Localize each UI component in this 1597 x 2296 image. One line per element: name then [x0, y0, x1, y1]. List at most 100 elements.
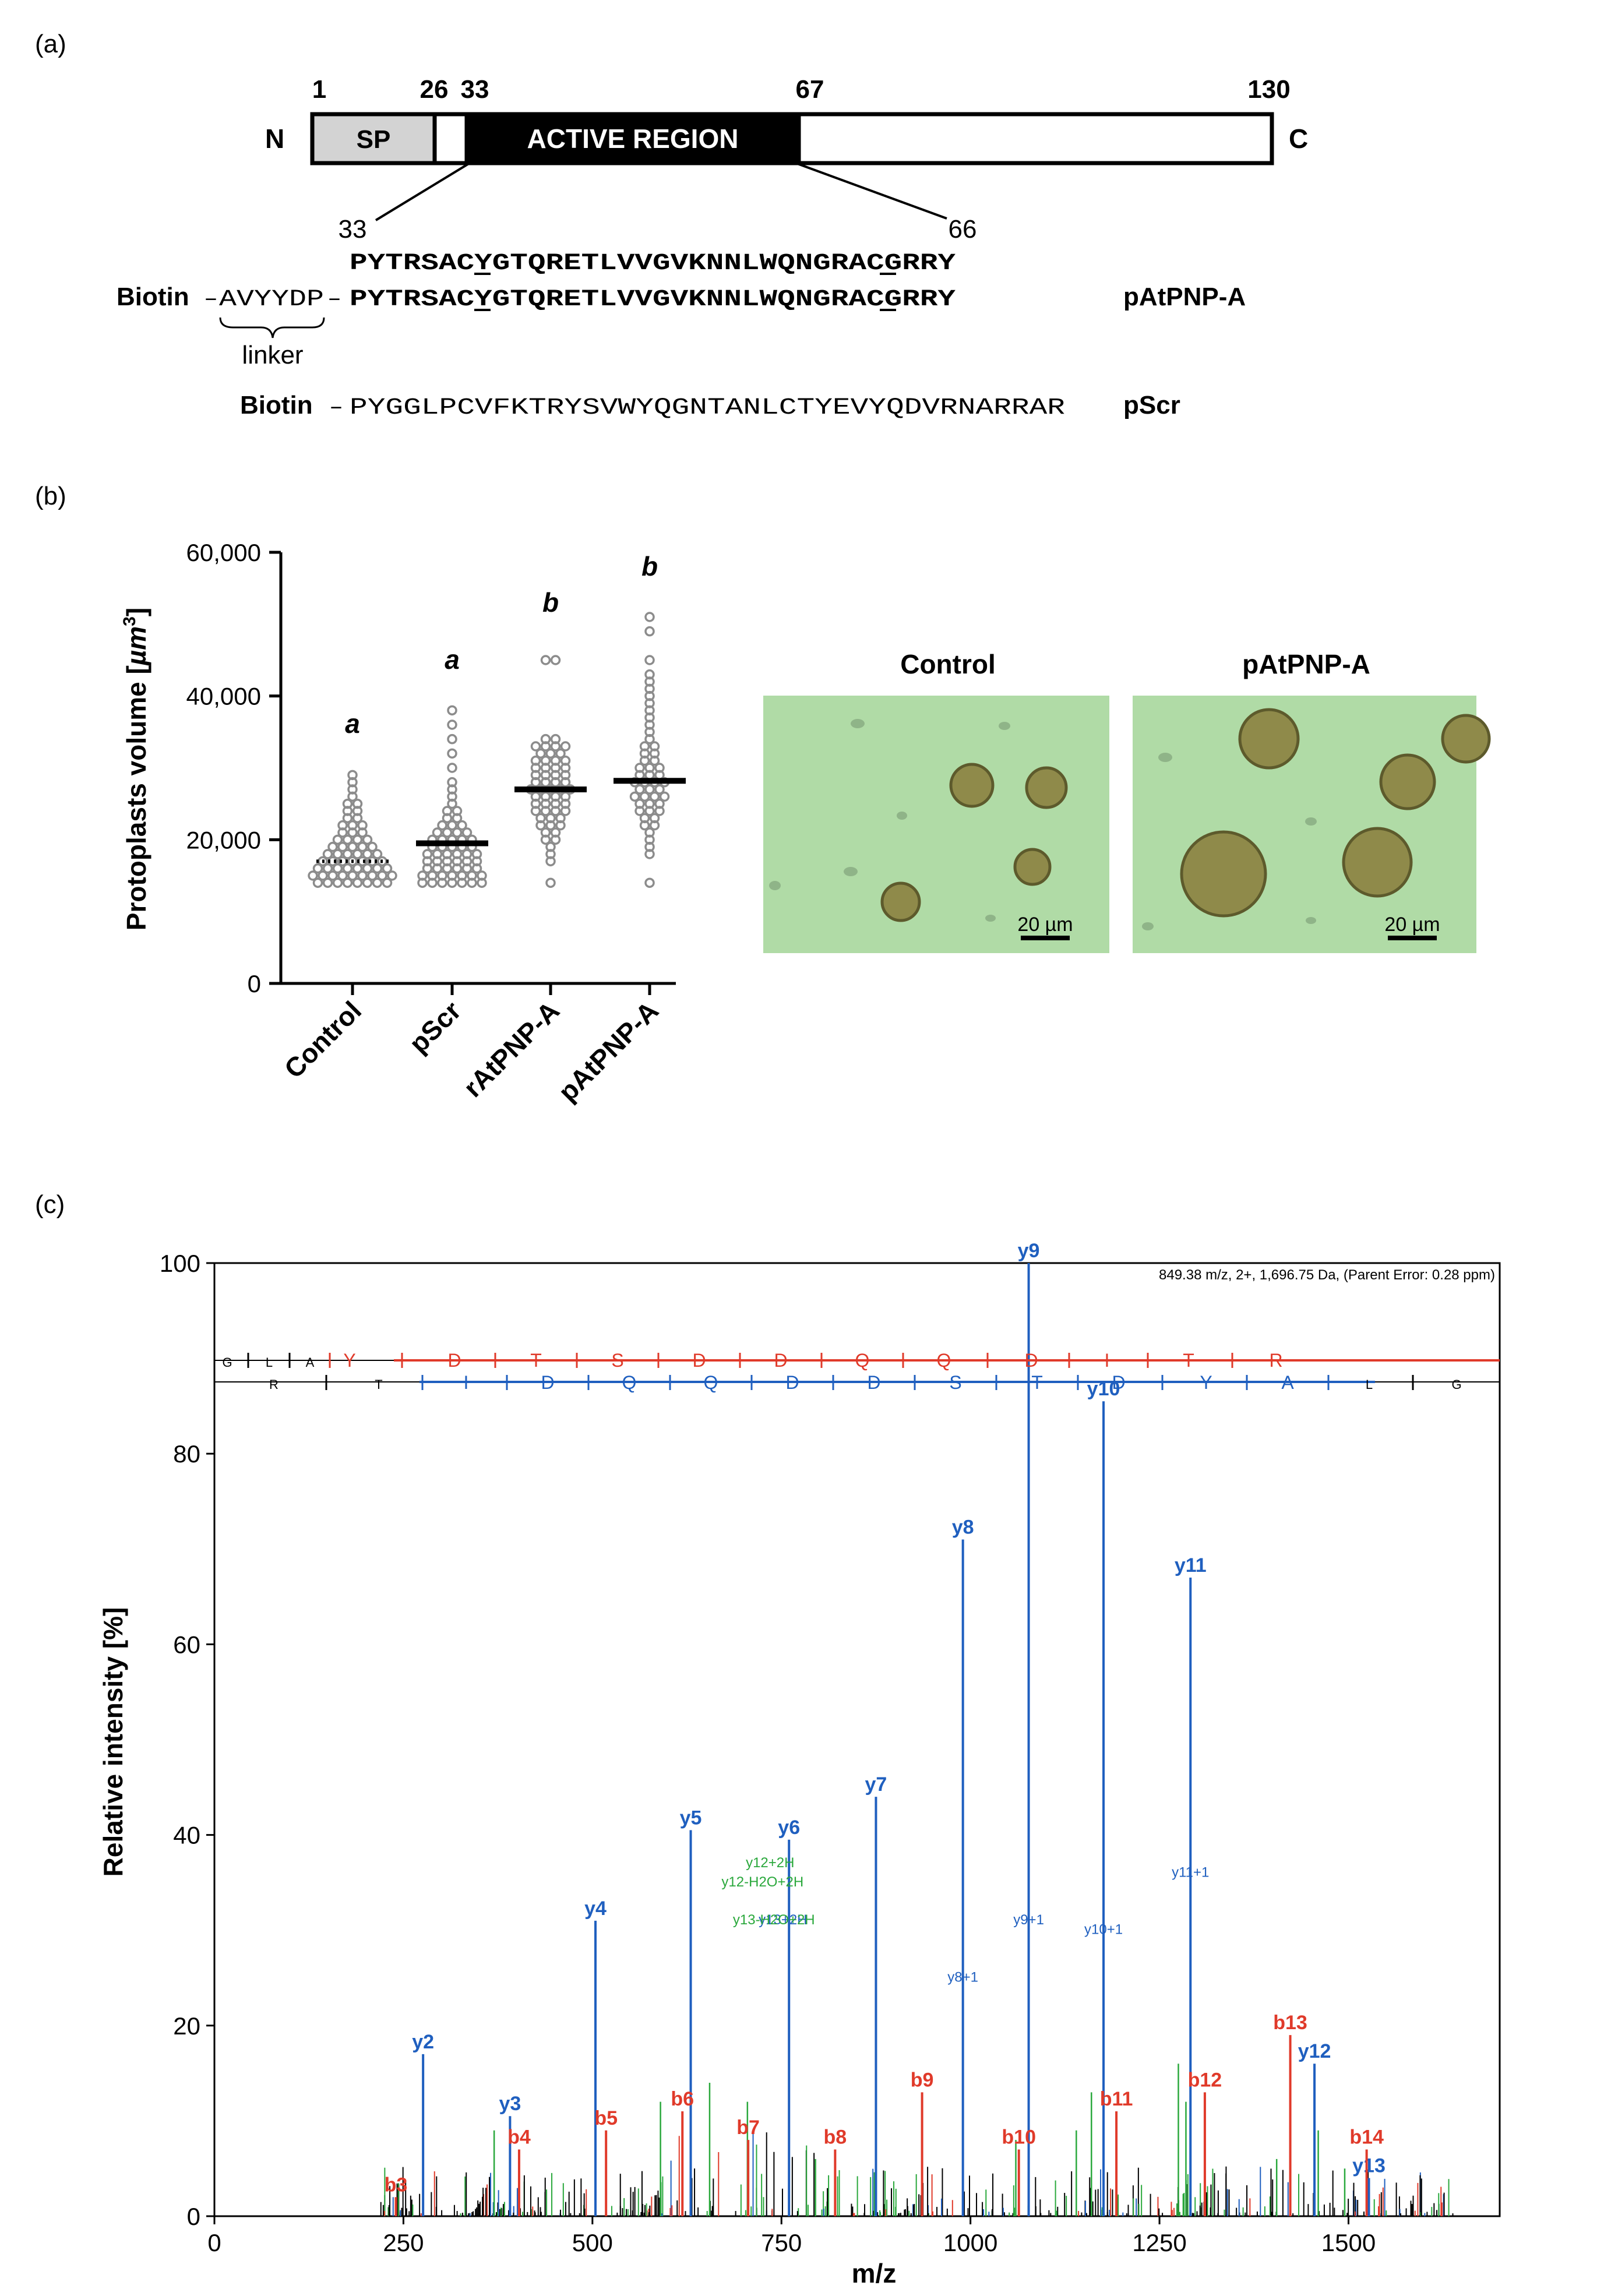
b-data-point: [634, 784, 645, 795]
b-data-point: [332, 849, 343, 859]
b-data-point: [634, 763, 645, 773]
c-peak-label: y12: [1298, 2040, 1331, 2062]
active-end-number: 66: [949, 215, 977, 244]
zoom-line-left: [375, 162, 471, 221]
b-data-point: [654, 784, 665, 795]
c-y-tick-label: 80: [173, 1440, 200, 1468]
b-data-point: [447, 870, 457, 881]
b-data-point: [540, 791, 551, 802]
b-category-label: pScr: [403, 995, 467, 1059]
c-peak-label: y12-H2O+2H: [721, 1874, 803, 1890]
y-ladder-residue: D: [867, 1372, 880, 1393]
debris: [1305, 817, 1317, 826]
position-1: 1: [312, 75, 326, 104]
c-y-tick-label: 100: [160, 1250, 200, 1277]
b-data-point: [540, 827, 551, 838]
y-ladder-residue: S: [949, 1372, 961, 1393]
c-peak-label: y11+1: [1172, 1864, 1209, 1880]
b-ladder-residue: D: [692, 1350, 706, 1371]
c-peak-label: y5: [680, 1807, 702, 1829]
c-peak-label: b9: [911, 2069, 934, 2091]
b-ladder-residue: S: [611, 1350, 623, 1371]
debris: [1158, 753, 1172, 762]
b-data-point: [352, 834, 363, 845]
b-data-point: [555, 748, 566, 759]
cell: [880, 881, 921, 922]
b-data-point: [644, 626, 655, 637]
b-data-point: [322, 863, 333, 874]
scr-biotin-label: Biotin: [240, 391, 313, 419]
c-x-ticks: 0 250 500 750 1000 1250 1500: [207, 2216, 1376, 2256]
dash-3: –: [329, 395, 343, 421]
b-data-point: [644, 669, 655, 680]
position-130: 130: [1247, 75, 1290, 104]
b-data-point: [540, 755, 551, 766]
b-ladder-residue: R: [1269, 1350, 1282, 1371]
b-significance-letter: b: [542, 587, 559, 618]
y-ladder-residue: Q: [622, 1372, 637, 1393]
micrograph-control-cells: [769, 719, 1068, 922]
scale-text-pAtPNP-A: 20 µm: [1384, 914, 1440, 936]
c-peak-label: b4: [507, 2126, 531, 2148]
b-data-point: [337, 870, 348, 881]
dash-2: –: [327, 287, 341, 313]
c-peak-label: y8: [952, 1516, 974, 1538]
b-data-point: [457, 820, 467, 831]
b-data-point: [417, 870, 428, 881]
b-data-point: [560, 755, 571, 766]
b-significance-letter: a: [445, 644, 460, 675]
b-ladder-residue: Q: [937, 1350, 951, 1371]
b-data-point: [382, 877, 393, 888]
debris: [1142, 922, 1154, 930]
b-data-point: [654, 763, 665, 773]
b-ladder-residue: Y: [343, 1350, 355, 1371]
b-data-point: [362, 863, 373, 874]
c-y-tick-label: 60: [173, 1631, 200, 1658]
cell: [1013, 848, 1052, 886]
b-ylabel-unit: µm: [121, 626, 151, 666]
b-data-point: [545, 813, 556, 824]
b-data-point: [442, 849, 453, 859]
b-data-point: [649, 813, 660, 824]
b-ylabel-sup: 3: [120, 616, 139, 626]
linker-brace: [219, 317, 325, 338]
y-ladder-residue: G: [1451, 1377, 1461, 1392]
c-x-tick-label: 1000: [943, 2229, 997, 2256]
b-data-point: [362, 877, 373, 888]
c-y-tick-label: 20: [173, 2012, 200, 2040]
dash-1: –: [204, 287, 218, 313]
b-data-point: [644, 877, 655, 888]
b-data-point: [318, 870, 328, 881]
b-significance-letter: a: [345, 708, 360, 739]
debris: [769, 881, 781, 890]
b-data-point: [447, 733, 457, 745]
b-data-point: [644, 798, 655, 809]
b-data-point: [530, 755, 541, 766]
panel-b-label: (b): [35, 482, 66, 510]
cell: [1025, 766, 1068, 809]
b-data-point: [332, 877, 343, 888]
b-data-point: [649, 741, 660, 752]
b-data-point: [477, 870, 487, 881]
c-x-tick-label: 0: [207, 2229, 221, 2256]
b-category-label: Control: [278, 995, 367, 1084]
b-ladder-residue: D: [774, 1350, 787, 1371]
b-data-point: [644, 827, 655, 838]
c-peak-label: b3: [385, 2174, 408, 2196]
c-peak-label: b14: [1349, 2126, 1384, 2148]
peptide-sequence: PYTRSACYGTQRETLVVGVKNNLWQNGRACGRRY: [350, 287, 956, 313]
c-peak-label: y13+2H: [759, 1912, 807, 1928]
b-data-point: [649, 791, 660, 802]
b-data-point: [377, 870, 387, 881]
y-ladder-residue: T: [375, 1377, 382, 1392]
b-data-point: [367, 841, 378, 852]
b-data-point: [560, 741, 571, 752]
active-region-label: ACTIVE REGION: [527, 124, 739, 154]
debris: [897, 812, 907, 820]
y-ladder-residue: D: [541, 1372, 554, 1393]
b-data-point: [457, 870, 467, 881]
scr-sequence: PYGGLPCVFKTRYSVWYQGNTANLCTYEVYQDVRNARRAR: [350, 395, 1065, 421]
b-data-point: [452, 806, 463, 816]
